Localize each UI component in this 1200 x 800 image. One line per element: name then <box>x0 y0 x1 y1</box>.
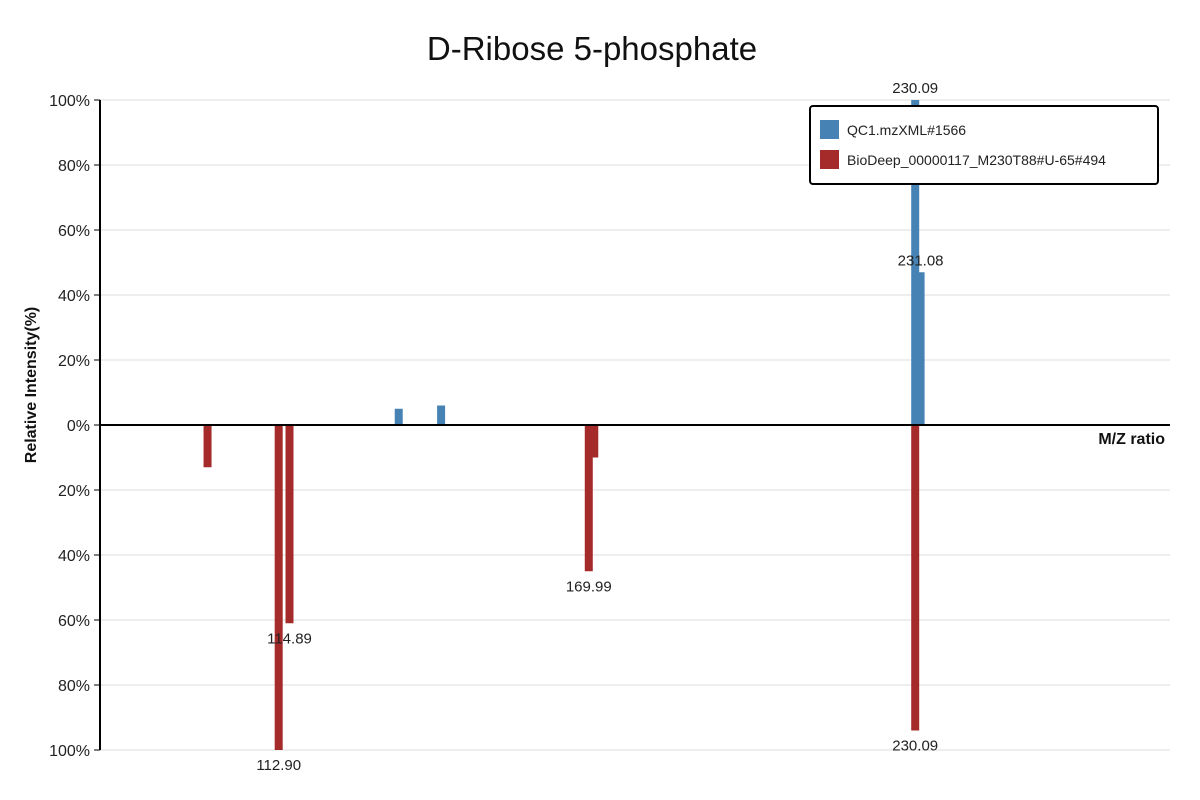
peak-labels: 230.09 231.08 112.90 114.89 169.99 230.09 <box>256 80 943 774</box>
peak-label: 112.90 <box>256 757 301 774</box>
legend-entry-qc1: QC1.mzXML#1566 <box>847 122 966 138</box>
peak-label: 114.89 <box>267 630 312 647</box>
x-axis-label: M/Z ratio <box>1098 431 1165 448</box>
peak-label: 230.09 <box>892 80 938 97</box>
legend-swatch-qc1 <box>820 120 839 139</box>
legend-entry-biodeep: BioDeep_00000117_M230T88#U-65#494 <box>847 152 1106 168</box>
y-tick-label: 60% <box>58 613 90 630</box>
y-tick-label: 80% <box>58 678 90 695</box>
y-tick-label: 100% <box>49 743 90 760</box>
y-tick-label: 80% <box>58 158 90 175</box>
y-tick-label: 0% <box>67 418 90 435</box>
legend-box <box>809 105 1159 185</box>
peak-bars <box>203 100 925 750</box>
reference-peak-bar <box>285 425 294 624</box>
reference-peak-bar <box>584 425 593 572</box>
reference-peak-bar <box>274 425 283 750</box>
query-peak-bar <box>394 408 403 425</box>
peak-label: 230.09 <box>892 738 938 755</box>
y-tick-label: 40% <box>58 288 90 305</box>
y-tick-labels: 100% 80% 60% 40% 20% 0% 20% 40% 60% 80% 100% <box>49 93 100 760</box>
query-peak-bar <box>437 405 446 425</box>
y-tick-label: 20% <box>58 483 90 500</box>
y-axis-label: Relative Intensity(%) <box>23 307 40 463</box>
peak-label: 231.08 <box>898 252 944 269</box>
legend: QC1.mzXML#1566 BioDeep_00000117_M230T88#… <box>809 105 1159 185</box>
query-peak-bar <box>911 100 920 425</box>
y-tick-label: 40% <box>58 548 90 565</box>
legend-swatch-biodeep <box>820 150 839 169</box>
y-tick-label: 100% <box>49 93 90 110</box>
reference-peak-bar <box>911 425 920 731</box>
chart-title: D-Ribose 5-phosphate <box>427 30 757 67</box>
reference-peak-bar <box>203 425 212 468</box>
peak-label: 169.99 <box>566 578 612 595</box>
y-tick-label: 60% <box>58 223 90 240</box>
y-tick-label: 20% <box>58 353 90 370</box>
reference-peak-bar <box>590 425 599 458</box>
query-peak-bar <box>916 272 925 425</box>
